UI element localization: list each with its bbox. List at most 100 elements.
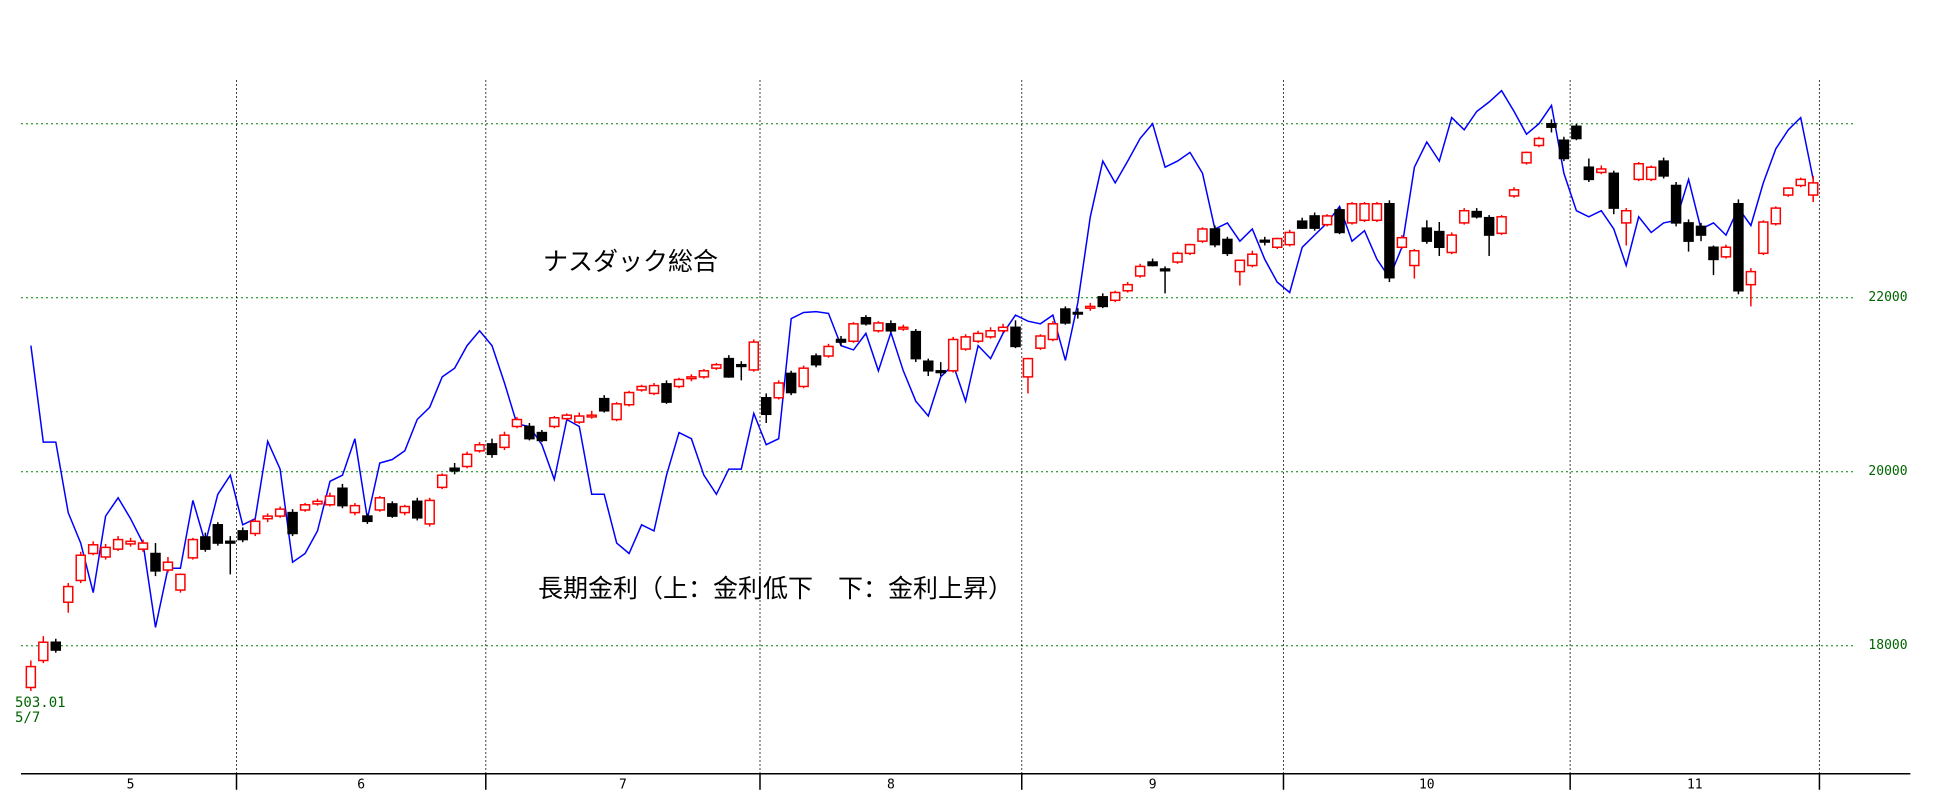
candle-body [1010, 326, 1021, 348]
candle-body [486, 443, 498, 456]
candle-body [636, 385, 647, 391]
candle-body [549, 417, 560, 428]
candle-body [312, 500, 323, 505]
candle-body [1758, 221, 1769, 255]
x-tick-label: 6 [357, 777, 365, 792]
candle-body [1720, 246, 1732, 258]
candle-body [1695, 225, 1707, 236]
candle-body [212, 524, 224, 544]
candle-body [1508, 189, 1520, 197]
candle-body [748, 341, 760, 371]
candle-body [997, 326, 1009, 332]
candle-body [1109, 291, 1121, 302]
y-tick-label: 22000 [1868, 290, 1907, 305]
candle-body [1134, 265, 1146, 277]
candle-body [1035, 335, 1046, 349]
candle-body [873, 322, 884, 332]
series-label: 長期金利（上：金利低下 下：金利上昇） [538, 574, 1013, 603]
candle-body [125, 540, 136, 545]
candle-body [1783, 187, 1794, 196]
x-tick-label: 8 [887, 777, 895, 792]
candle-body [499, 434, 510, 449]
x-tick-label: 10 [1419, 777, 1435, 792]
candle-body [337, 487, 348, 507]
candle-body [1222, 238, 1233, 255]
candle-body [1359, 203, 1370, 222]
candle-body [100, 546, 111, 558]
candle-body [960, 336, 971, 350]
candle-body [137, 542, 149, 550]
candle-body [399, 505, 411, 514]
candle-body [1708, 246, 1719, 261]
candle-body [1184, 243, 1196, 255]
candle-body [374, 497, 386, 511]
candle-body [38, 641, 49, 662]
candle-body [711, 363, 722, 369]
candle-body [1247, 253, 1258, 267]
candle-body [1608, 172, 1620, 209]
candle-body [885, 323, 897, 332]
candle-body [785, 372, 797, 394]
candle-body [1309, 215, 1320, 229]
y-tick-label: 18000 [1868, 638, 1907, 653]
candle-body [835, 338, 847, 343]
candle-body [1172, 252, 1183, 263]
candle-body [162, 561, 174, 571]
x-tick-label: 7 [619, 777, 627, 792]
candle-body [187, 538, 199, 559]
candle-body [1421, 227, 1433, 242]
candle-body [947, 338, 959, 372]
candle-body [1197, 228, 1208, 242]
candle-body [798, 367, 809, 388]
candle-body [1371, 203, 1383, 222]
candle-body [1633, 162, 1644, 181]
candle-body [424, 499, 435, 525]
candle-body [1085, 305, 1096, 309]
candle-body [112, 538, 124, 550]
candle-body [561, 414, 573, 420]
candle-body [62, 585, 74, 603]
candle-body [1060, 308, 1071, 324]
candle-body [1558, 139, 1570, 160]
candle-body [1807, 182, 1819, 196]
candle-body [1620, 209, 1632, 224]
candle-body [1683, 222, 1694, 242]
candle-body [1321, 215, 1333, 226]
candle-body [249, 520, 261, 535]
candle-body [935, 370, 946, 374]
annotation: 5/7 [15, 710, 40, 726]
candle-body [1022, 357, 1034, 378]
candle-body [1396, 236, 1408, 249]
candle-body [349, 504, 361, 514]
candle-body [823, 345, 834, 357]
candle-body [1471, 210, 1482, 218]
candle-body [536, 431, 548, 442]
candle-body [611, 403, 622, 421]
candle-body [1434, 230, 1445, 249]
candle-body [299, 504, 311, 511]
candle-body [449, 467, 460, 472]
candle-body [1658, 160, 1669, 177]
candle-body [1483, 216, 1495, 236]
candle-body [1072, 311, 1084, 315]
candle-body [75, 554, 86, 582]
candle-body [698, 370, 710, 378]
candle-body [436, 474, 448, 489]
candle-body [262, 515, 273, 520]
candle-body [686, 376, 697, 380]
candle-body [1147, 261, 1158, 267]
candle-body [985, 330, 996, 338]
candle-body [736, 363, 747, 368]
candle-body [50, 641, 62, 651]
candle-body [1533, 137, 1545, 147]
candle-body [200, 536, 211, 550]
candle-body [1645, 166, 1657, 181]
candle-body [1546, 122, 1557, 128]
candle-body [362, 515, 373, 523]
candle-body [1346, 203, 1358, 224]
candle-body [910, 330, 922, 360]
candle-body [1047, 323, 1059, 341]
candle-body [1234, 259, 1246, 273]
candle-body [848, 323, 859, 342]
